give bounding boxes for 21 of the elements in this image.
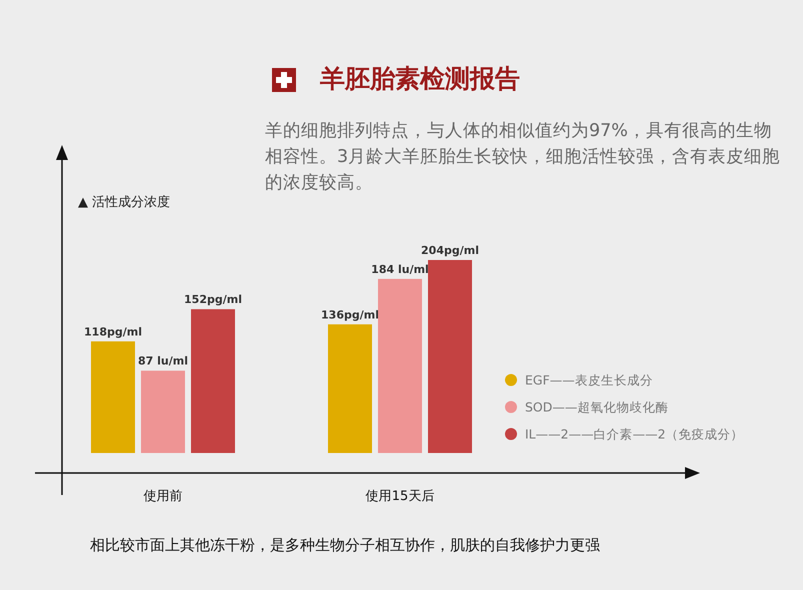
x-tick-label: 使用15天后 bbox=[366, 489, 434, 504]
legend-label: IL——2——白介素——2（免疫成分） bbox=[525, 426, 744, 442]
chart-title: 羊胚胎素检测报告 bbox=[320, 63, 520, 95]
bar bbox=[378, 278, 422, 453]
data-label: 204pg/ml bbox=[421, 244, 479, 257]
text: 相比较市面上其他冻干粉，是多种生物分子相互协作，肌肤的自我修护力更强 bbox=[90, 536, 600, 555]
x-tick-label: 使用前 bbox=[144, 489, 182, 504]
bar bbox=[91, 341, 135, 453]
data-label: 152pg/ml bbox=[184, 293, 242, 306]
data-label: 118pg/ml bbox=[84, 325, 142, 338]
bar bbox=[328, 324, 372, 453]
bar bbox=[141, 370, 185, 453]
bar bbox=[191, 309, 235, 453]
data-label: 87 lu/ml bbox=[138, 354, 188, 368]
data-label: 136pg/ml bbox=[321, 308, 379, 322]
y-axis-title: ▲ 活性成分浓度 bbox=[78, 194, 170, 211]
legend-label: EGF——表皮生长成分 bbox=[525, 372, 653, 388]
chart-subtitle: 羊的细胞排列特点，与人体的相似值约为97%，具有很高的生物相容性。3月龄大羊胚胎生长较快，细胞活性较强，含有表皮细胞的浓度较高。 bbox=[265, 120, 782, 195]
bar bbox=[428, 260, 472, 453]
legend-label: SOD——超氧化物歧化酶 bbox=[525, 400, 668, 414]
data-label: 184 lu/ml bbox=[371, 262, 429, 276]
